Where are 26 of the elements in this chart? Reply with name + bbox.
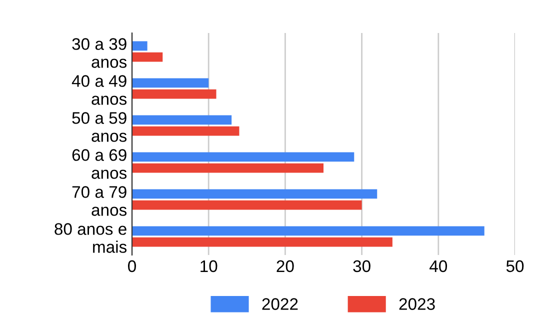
bar: [132, 152, 354, 162]
bar: [132, 126, 240, 136]
legend-label: 2023: [399, 298, 435, 310]
bar: [132, 41, 148, 51]
bar: [132, 200, 362, 210]
y-tick-label: 50 a 59 anos: [72, 112, 127, 142]
y-tick-label: 60 a 69 anos: [72, 149, 127, 179]
y-tick-label: 70 a 79 anos: [72, 186, 127, 216]
x-tick-label: 0: [128, 260, 136, 272]
y-tick-label: 30 a 39 anos: [72, 38, 127, 68]
x-tick-label: 20: [276, 260, 294, 272]
x-tick-label: 30: [353, 260, 370, 272]
legend-label: 2022: [262, 298, 298, 310]
bar: [132, 189, 378, 199]
x-tick-label: 10: [200, 260, 218, 272]
bar: [132, 78, 209, 88]
bar: [132, 237, 392, 247]
x-tick-label: 40: [430, 260, 448, 272]
y-tick-label: 80 anos e mais: [54, 223, 127, 253]
x-tick-label: 50: [506, 260, 524, 272]
bar: [132, 115, 232, 125]
bar: [132, 226, 484, 236]
bar: [132, 52, 163, 62]
bar: [132, 89, 216, 99]
bar: [132, 163, 324, 173]
y-tick-label: 40 a 49 anos: [72, 75, 127, 105]
